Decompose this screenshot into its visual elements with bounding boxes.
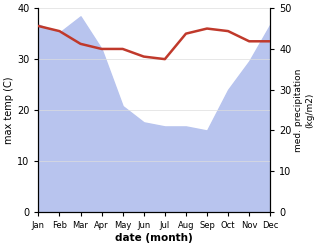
Y-axis label: med. precipitation
(kg/m2): med. precipitation (kg/m2) xyxy=(294,68,314,152)
Y-axis label: max temp (C): max temp (C) xyxy=(4,76,14,144)
X-axis label: date (month): date (month) xyxy=(115,233,193,243)
